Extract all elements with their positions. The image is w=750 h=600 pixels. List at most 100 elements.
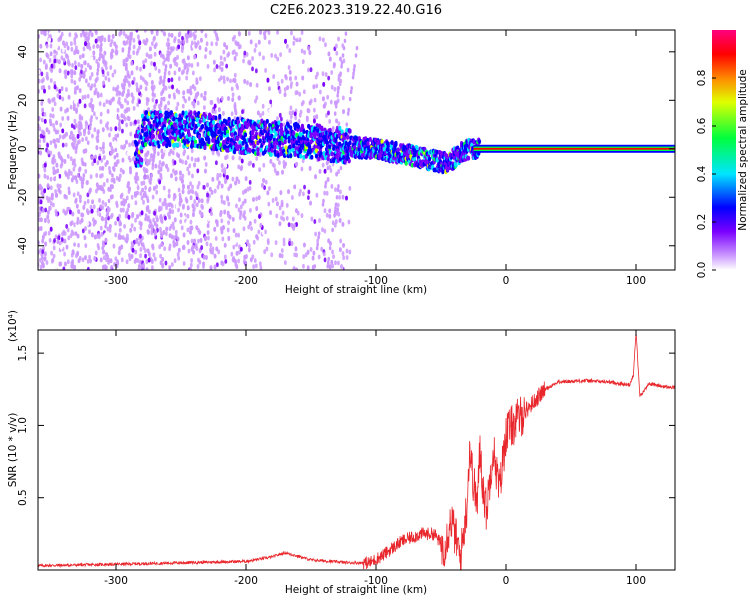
spectrogram-speckle — [176, 157, 179, 162]
spectrogram-speckle — [66, 115, 70, 121]
spectrogram-ridge-cell — [186, 128, 191, 134]
spectrogram-speckle — [213, 253, 217, 259]
spectrogram-speckle — [251, 56, 254, 61]
spectrogram-speckle — [78, 125, 82, 131]
spectrogram-speckle — [297, 119, 301, 124]
spectrogram-speckle — [181, 103, 185, 109]
spectrogram-streak — [124, 75, 127, 80]
spectrogram-speckle — [221, 167, 224, 173]
spectrogram-speckle — [187, 189, 191, 195]
spectrogram-speckle — [44, 241, 48, 247]
spectrogram-streak — [77, 209, 81, 215]
spectrogram-speckle — [252, 264, 256, 270]
spectrogram-speckle — [73, 60, 77, 66]
spectrogram-speckle — [65, 244, 69, 250]
spectrogram-speckle — [300, 166, 304, 172]
spectrogram-speckle — [204, 54, 207, 60]
spectrogram-speckle — [125, 259, 129, 265]
spectrogram-speckle — [170, 173, 173, 179]
spectrogram-speckle — [95, 173, 99, 178]
spectrogram-speckle — [288, 241, 292, 246]
spectrogram-speckle — [58, 118, 61, 123]
spectrogram-speckle — [131, 95, 135, 101]
spectrogram-speckle — [113, 140, 117, 145]
spectrogram-speckle — [92, 217, 95, 223]
spectrogram-speckle — [227, 236, 231, 241]
spectrogram-speckle — [87, 35, 91, 41]
spectrogram-speckle — [192, 207, 196, 212]
spectrogram-speckle — [330, 259, 334, 265]
spectrogram-speckle — [278, 205, 282, 211]
spectrogram-speckle — [64, 171, 68, 177]
spectrogram-speckle — [164, 215, 167, 221]
spectrogram-speckle — [82, 83, 86, 88]
spectrogram-speckle — [65, 224, 69, 229]
spectrogram-ridge-cell — [289, 125, 293, 131]
spectrogram-speckle — [90, 32, 94, 38]
spectrogram-speckle — [255, 95, 259, 101]
spectrogram-speckle — [78, 194, 82, 200]
spectrogram-speckle — [144, 58, 148, 64]
spectrogram-speckle — [165, 226, 169, 232]
spectrogram-speckle — [50, 250, 53, 256]
spectrogram-speckle — [134, 182, 138, 188]
spectrogram-speckle — [282, 241, 286, 247]
spectrogram-speckle — [130, 60, 134, 66]
spectrogram-speckle — [39, 43, 43, 49]
spectrogram-ridge-cell — [382, 146, 386, 152]
spectrogram-speckle — [148, 72, 152, 78]
spectrogram-speckle — [271, 162, 275, 168]
spectrogram-speckle — [241, 190, 245, 195]
spectrogram-speckle — [191, 203, 195, 209]
spectrogram-speckle — [76, 85, 80, 91]
spectrogram-streak — [334, 104, 338, 109]
spectrogram-ridge-cell — [292, 143, 296, 149]
spectrogram-ridge-cell — [310, 154, 314, 160]
spectrogram-speckle — [284, 38, 287, 44]
spectrogram-ridge-cell — [217, 123, 221, 128]
spectrogram-speckle — [167, 100, 170, 106]
spectrogram-ridge-cell — [191, 118, 195, 124]
spectrogram-ridge-cell — [154, 110, 159, 116]
spectrogram-streak — [96, 71, 99, 76]
spectrogram-speckle — [114, 126, 118, 131]
spectrogram-speckle — [158, 197, 162, 203]
spectrogram-speckle — [45, 260, 49, 265]
spectrogram-speckle — [198, 45, 202, 51]
spectrogram-speckle — [238, 70, 242, 76]
spectrogram-speckle — [182, 90, 186, 96]
spectrogram-speckle — [151, 165, 155, 171]
spectrogram-speckle — [276, 170, 280, 176]
spectrogram-speckle — [41, 260, 44, 266]
spectrogram-speckle — [293, 252, 297, 258]
spectrogram-speckle — [336, 207, 339, 213]
spectrogram-speckle — [293, 223, 296, 229]
spectrogram-ridge-cell — [181, 132, 185, 138]
spectrogram-speckle — [49, 43, 53, 49]
spectrogram-speckle — [60, 244, 63, 250]
spectrogram-speckle — [79, 121, 83, 127]
spectrogram-speckle — [321, 162, 325, 168]
spectrogram-speckle — [43, 31, 47, 37]
spectrogram-speckle — [82, 31, 86, 37]
spectrogram-speckle — [160, 233, 164, 239]
spectrogram-speckle — [157, 169, 161, 175]
spectrogram-speckle — [347, 219, 351, 225]
spectrogram-speckle — [102, 249, 106, 255]
spectrogram-ridge-cell — [295, 140, 299, 146]
spectrogram-speckle — [116, 168, 120, 174]
spectrogram-speckle — [96, 43, 99, 49]
spectrogram-speckle — [288, 69, 292, 75]
spectrogram-ridge-cell — [326, 156, 330, 162]
spectrogram-speckle — [50, 244, 53, 250]
spectrogram-speckle — [215, 32, 218, 38]
spectrogram-speckle — [247, 247, 251, 253]
spectrogram-speckle — [92, 55, 96, 61]
spectrogram-speckle — [287, 65, 291, 70]
spectrogram-speckle — [75, 179, 79, 185]
spectrogram-speckle — [320, 246, 324, 252]
spectrogram-speckle — [125, 139, 128, 145]
spectrogram-speckle — [302, 96, 306, 102]
spectrogram-speckle — [294, 246, 298, 252]
spectrogram-speckle — [99, 204, 103, 210]
